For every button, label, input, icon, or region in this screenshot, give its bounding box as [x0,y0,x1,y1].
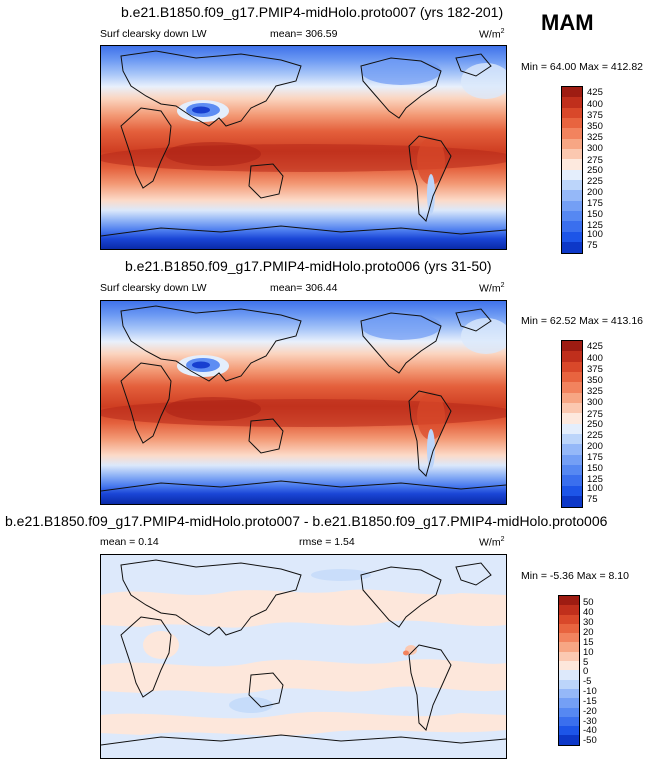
panel3-rmse: rmse = 1.54 [299,536,355,548]
panel1-tick: 175 [587,198,603,209]
panel3-units: W/m2 [479,536,505,549]
panel3-tick: 20 [583,627,594,638]
panel2-variable: Surf clearsky down LW [100,282,207,294]
panel2-field [101,301,506,504]
panel3-tick: 50 [583,597,594,608]
panel2-tick: 150 [587,463,603,474]
panel1-tick: 425 [587,87,603,98]
panel1-tick: 75 [587,240,598,251]
panel1-map [100,45,507,250]
season-label: MAM [541,10,594,35]
panel3-tick: 10 [583,647,594,658]
panel2-tick: 200 [587,441,603,452]
panel1-variable: Surf clearsky down LW [100,28,207,40]
panel1-mean: mean= 306.59 [270,28,338,40]
panel2-colorbar [561,340,583,508]
panel2-tick: 175 [587,452,603,463]
panel1-tick: 100 [587,229,603,240]
panel2-tick: 350 [587,375,603,386]
panel1-tick: 325 [587,132,603,143]
panel2-tick: 125 [587,474,603,485]
panel1-colorbar [561,86,583,254]
panel2-tick: 100 [587,483,603,494]
panel3-tick: -50 [583,735,597,746]
panel1-tick: 275 [587,155,603,166]
panel1-tick: 225 [587,176,603,187]
panel1-field [101,46,506,249]
panel1-tick: 300 [587,143,603,154]
panel3-tick: 0 [583,666,589,677]
panel2-mean: mean= 306.44 [270,282,338,294]
panel3-tick: -30 [583,716,597,727]
panel2-tick: 425 [587,341,603,352]
panel1-tick: 400 [587,99,603,110]
panel1-tick: 350 [587,121,603,132]
panel2-tick: 225 [587,430,603,441]
panel3-tick: 30 [583,617,594,628]
panel2-tick: 400 [587,353,603,364]
panel1-minmax: Min = 64.00 Max = 412.82 [521,61,643,73]
panel2-tick: 300 [587,397,603,408]
panel3-tick: -10 [583,686,597,697]
panel3-colorbar [558,595,580,746]
panel3-tick: -40 [583,725,597,736]
panel2-tick: 75 [587,494,598,505]
panel3-tick: 40 [583,607,594,618]
panel2-tick: 325 [587,386,603,397]
panel2-minmax: Min = 62.52 Max = 413.16 [521,315,643,327]
panel3-tick: 5 [583,657,589,668]
panel3-field [101,555,506,758]
panel3-tick: -15 [583,696,597,707]
panel2-tick: 250 [587,419,603,430]
panel1-title: b.e21.B1850.f09_g17.PMIP4-midHolo.proto0… [121,4,504,20]
panel3-mean: mean = 0.14 [100,536,159,548]
panel2-title: b.e21.B1850.f09_g17.PMIP4-midHolo.proto0… [125,258,492,274]
panel1-tick: 250 [587,165,603,176]
panel3-title: b.e21.B1850.f09_g17.PMIP4-midHolo.proto0… [5,513,608,529]
panel3-tick: -5 [583,676,592,687]
panel1-tick: 125 [587,220,603,231]
panel2-tick: 275 [587,409,603,420]
panel2-units: W/m2 [479,282,505,295]
panel1-tick: 375 [587,110,603,121]
panel3-minmax: Min = -5.36 Max = 8.10 [521,570,629,582]
panel3-map [100,554,507,759]
panel2-tick: 375 [587,364,603,375]
panel1-units: W/m2 [479,28,505,41]
panel2-map [100,300,507,505]
panel3-tick: 15 [583,637,594,648]
panel1-tick: 200 [587,187,603,198]
panel1-tick: 150 [587,209,603,220]
panel3-tick: -20 [583,706,597,717]
